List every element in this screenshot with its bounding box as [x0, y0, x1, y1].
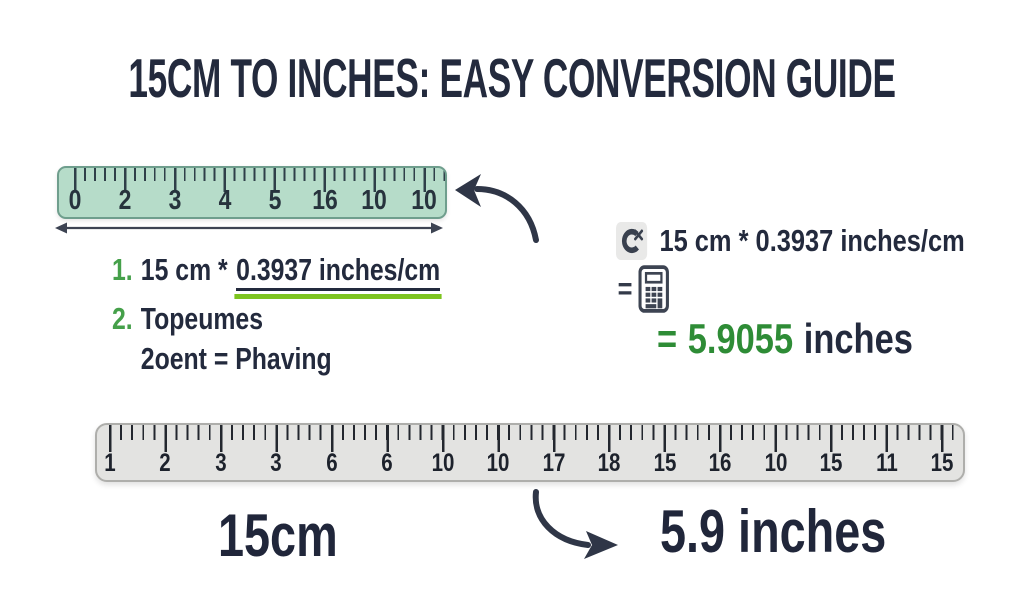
curved-arrow-right-icon — [532, 489, 618, 559]
calc-expression: 15 cm * 0.3937 inches/cm — [659, 223, 965, 258]
equals-sign: = — [617, 271, 633, 306]
result-unit: inches — [803, 315, 913, 362]
ruler-number: 16 — [311, 184, 338, 215]
ruler-number: 17 — [542, 449, 566, 477]
calculator-icon — [638, 265, 670, 313]
ruler-number: 10 — [411, 184, 438, 215]
ruler-number: 15 — [930, 449, 954, 477]
conversion-steps: 1. 15 cm * 0.3937 inches/cm 2. Topeumes … — [112, 250, 528, 379]
ruler-number: 0 — [68, 184, 82, 215]
step-2-continued: 2oent = Phaving — [141, 339, 528, 379]
result-value: 5.9055 — [687, 315, 794, 362]
clear-calc-icon — [616, 222, 648, 260]
step-2: 2. Topeumes — [112, 299, 528, 339]
ruler-number: 3 — [270, 449, 283, 477]
ruler-number: 5 — [268, 184, 281, 215]
result-equals-sign: = — [657, 315, 678, 362]
ruler-number: 15 — [819, 449, 843, 477]
step-2-text-line2: 2oent = Phaving — [140, 341, 332, 377]
ruler-number: 10 — [764, 449, 788, 477]
ruler-number: 1 — [104, 449, 116, 477]
step-1: 1. 15 cm * 0.3937 inches/cm — [112, 250, 528, 300]
step-2-text: Topeumes — [140, 301, 263, 337]
ruler-number: 2 — [118, 184, 132, 215]
step-2-marker: 2. — [112, 301, 133, 337]
summary-to-value: 5.9 inches — [660, 498, 887, 565]
underlined-conversion-factor: 0.3937 inches/cm — [234, 252, 442, 300]
ruler-number: 11 — [875, 449, 898, 477]
inch-ruler-large: 1 2 3 3 6 6 10 10 17 18 15 16 10 15 11 15 — [95, 423, 965, 482]
step-1-text: 15 cm * 0.3937 inches/cm — [141, 250, 442, 300]
ruler-number: 3 — [215, 449, 227, 477]
ruler-number: 10 — [486, 449, 510, 477]
page-title: 15CM TO INCHES: EASY CONVERSION GUIDE — [128, 47, 896, 109]
ruler-number: 15 — [653, 449, 677, 477]
calc-expression-row: 15 cm * 0.3937 inches/cm — [616, 222, 965, 260]
ruler-number: 10 — [361, 184, 388, 215]
calculation-block: 15 cm * 0.3937 inches/cm = = 5.9055 inch… — [616, 222, 965, 363]
ruler-number: 4 — [218, 184, 232, 215]
step-1-marker: 1. — [112, 252, 133, 287]
ruler-number: 10 — [431, 449, 455, 477]
double-headed-arrow-icon — [55, 222, 443, 234]
calc-equals-row: = — [618, 265, 965, 313]
ruler-number: 3 — [168, 184, 182, 215]
ruler-number: 2 — [159, 449, 172, 477]
ruler-number: 6 — [381, 449, 394, 477]
ruler-number: 6 — [326, 449, 338, 477]
curved-arrow-left-icon — [455, 174, 539, 243]
ruler-number: 16 — [708, 449, 732, 477]
summary-from-value: 15cm — [218, 502, 338, 569]
ruler-number: 18 — [597, 449, 621, 477]
calc-result-row: = 5.9055 inches — [657, 315, 965, 363]
cm-ruler-small: 0 2 3 4 5 16 10 10 — [57, 166, 447, 219]
